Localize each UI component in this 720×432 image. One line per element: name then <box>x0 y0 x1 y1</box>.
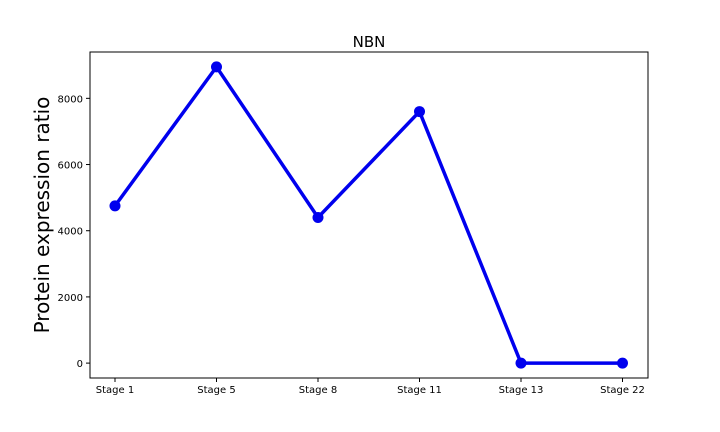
plot-frame <box>89 51 649 379</box>
y-tick-label: 0 <box>77 359 83 370</box>
y-tick-label: 4000 <box>58 227 83 238</box>
x-tick-label: Stage 22 <box>600 385 645 396</box>
series-line <box>113 63 623 365</box>
data-point <box>312 211 324 223</box>
data-point <box>617 357 628 369</box>
y-tick-label: 6000 <box>58 161 83 172</box>
plot-area: 0 2000 4000 6000 8000 Stage 1 Stage 5 Stage 8 St… <box>58 61 645 396</box>
y-axis-label: Protein expression ratio <box>30 97 54 334</box>
data-point <box>515 357 527 369</box>
data-point <box>211 61 222 73</box>
x-tick-label: Stage 1 <box>96 385 134 396</box>
data-point <box>109 200 121 212</box>
x-tick-label: Stage 8 <box>299 385 337 396</box>
y-tick-label: 2000 <box>58 293 83 304</box>
chart-title: NBN <box>353 33 386 51</box>
data-point <box>414 106 425 118</box>
x-tick-label: Stage 5 <box>197 385 235 396</box>
x-tick-label: Stage 13 <box>499 385 544 396</box>
x-tick-label: Stage 11 <box>397 385 442 396</box>
y-tick-label: 8000 <box>58 94 83 105</box>
